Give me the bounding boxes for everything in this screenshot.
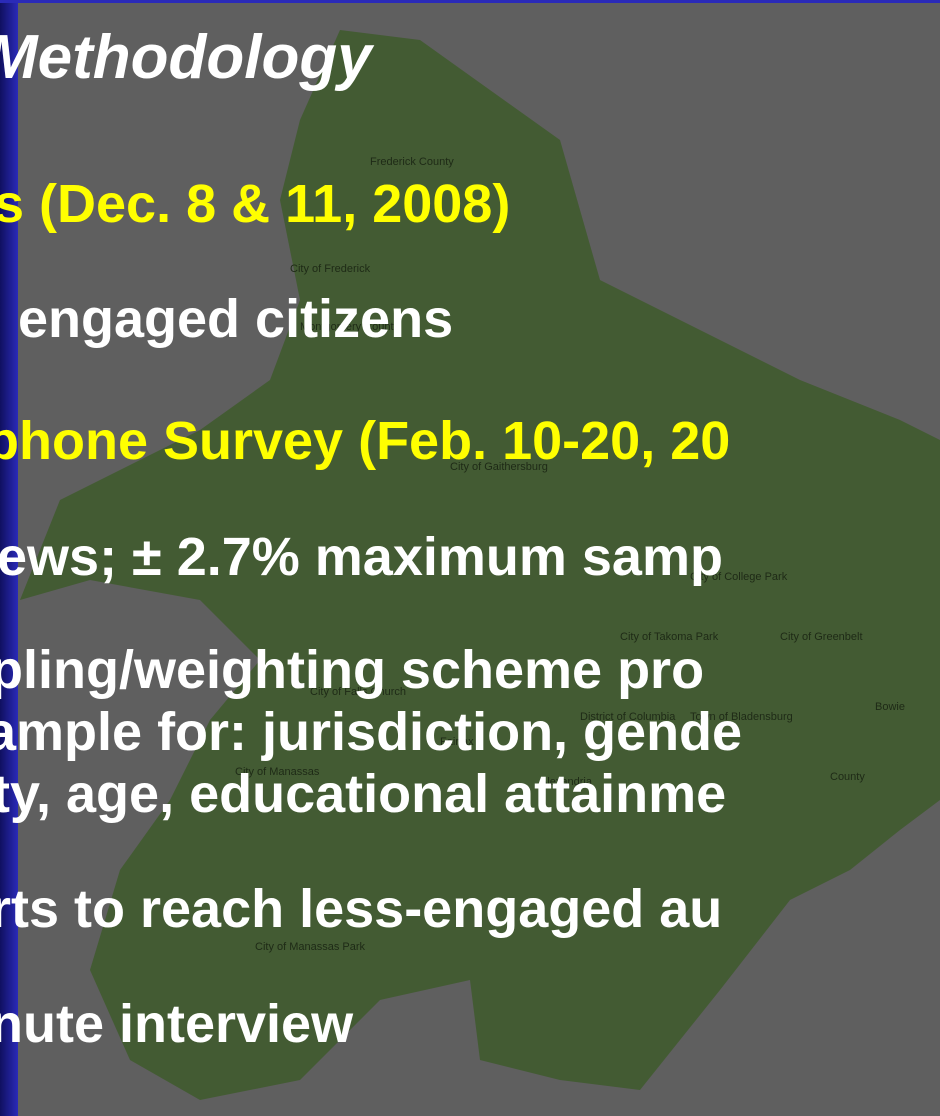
map-label: City of Frederick — [290, 263, 371, 275]
map-label: City of Greenbelt — [780, 631, 863, 643]
map-label: Frederick County — [370, 156, 454, 168]
slide-title: Methodology — [0, 23, 375, 92]
slide: Frederick CountyCity of FrederickMontgom… — [0, 0, 940, 1116]
bullet-text: nute interview — [0, 994, 354, 1054]
bullet-text: s (Dec. 8 & 11, 2008) — [0, 174, 510, 234]
map-label: County — [830, 771, 865, 783]
bullet-text: engaged citizens — [18, 289, 453, 349]
page: Frederick CountyCity of FrederickMontgom… — [0, 0, 940, 1116]
bullet-text: rts to reach less-engaged au — [0, 879, 722, 939]
bullet-text: ty, age, educational attainme — [0, 764, 726, 824]
bullet-text: iews; ± 2.7% maximum samp — [0, 527, 723, 587]
top-border — [0, 0, 940, 3]
bullet-text: phone Survey (Feb. 10-20, 20 — [0, 411, 730, 471]
bullet-text: ample for: jurisdiction, gende — [0, 702, 742, 762]
bullet-text: pling/weighting scheme pro — [0, 640, 704, 700]
map-label: City of Manassas Park — [255, 941, 366, 953]
map-label: Bowie — [875, 701, 905, 713]
